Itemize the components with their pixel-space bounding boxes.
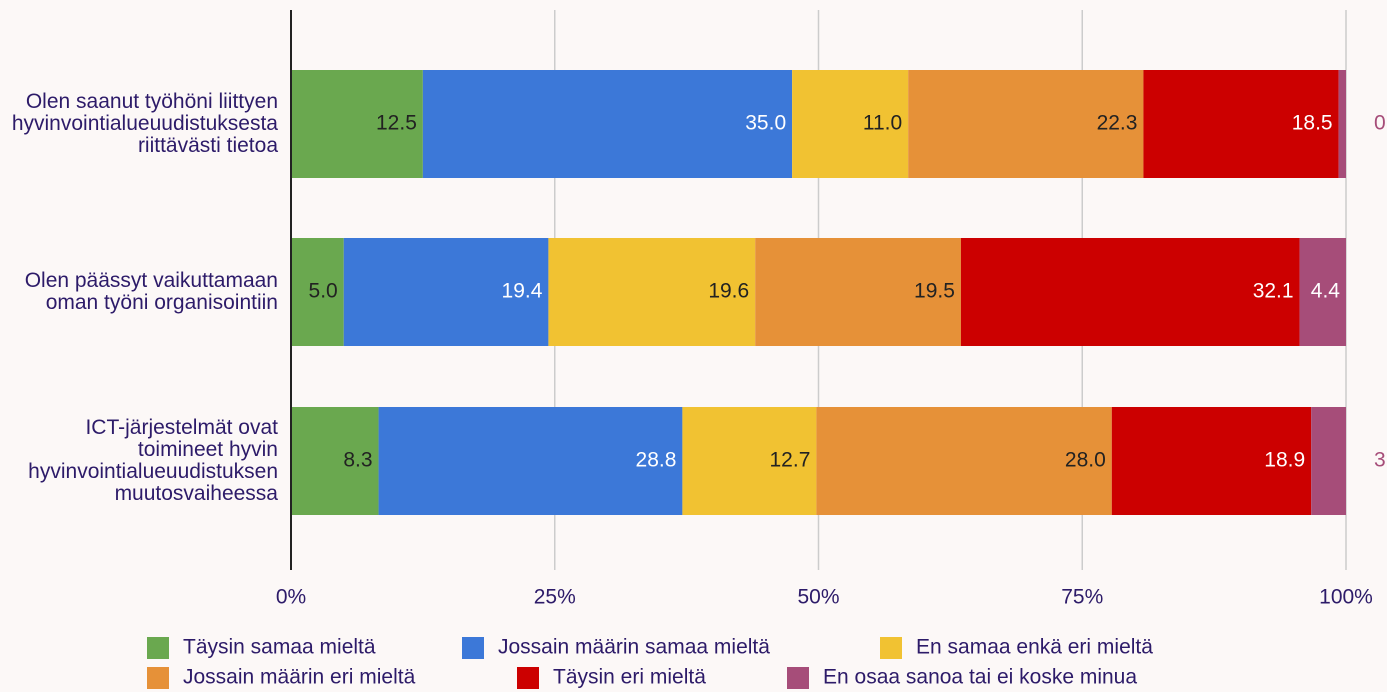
x-tick-label: 75%	[1061, 586, 1103, 609]
data-label: 22.3	[1097, 112, 1138, 135]
bar-segment	[792, 70, 909, 178]
legend-swatch	[787, 667, 809, 689]
x-tick-label: 50%	[797, 586, 839, 609]
bar-segment	[548, 238, 756, 346]
data-label: 19.4	[502, 280, 543, 303]
bar-segment	[682, 407, 817, 515]
category-label: Olen saanut työhöni liittyen hyvinvointi…	[11, 90, 278, 157]
bar-segment	[291, 70, 423, 178]
data-label: 8.3	[343, 449, 372, 472]
bar-segment	[1338, 70, 1346, 178]
bar-segment	[1111, 407, 1312, 515]
data-label: 3.3	[1374, 449, 1387, 472]
data-label: 12.5	[376, 112, 417, 135]
legend-label: Jossain määrin samaa mieltä	[498, 636, 770, 659]
bar-segment	[422, 70, 793, 178]
data-label: 11.0	[863, 112, 902, 135]
legend-swatch	[517, 667, 539, 689]
bar-segment	[960, 238, 1300, 346]
x-tick-label: 100%	[1319, 586, 1373, 609]
bar-segment	[908, 70, 1144, 178]
data-label: 19.5	[914, 280, 955, 303]
legend-swatch	[147, 637, 169, 659]
bar-segment	[291, 238, 344, 346]
bar-segment	[343, 238, 549, 346]
legend-swatch	[147, 667, 169, 689]
data-label: 28.8	[636, 449, 677, 472]
category-label: Olen päässyt vaikuttamaan oman työni org…	[24, 269, 278, 314]
data-label: 4.4	[1311, 280, 1341, 303]
data-label: 0.7	[1374, 112, 1387, 135]
legend-swatch	[462, 637, 484, 659]
bar-segment	[1143, 70, 1339, 178]
legend-label: Täysin eri mieltä	[553, 666, 706, 689]
legend-label: En osaa sanoa tai ei koske minua	[823, 666, 1137, 689]
data-label: 18.9	[1264, 449, 1305, 472]
data-label: 32.1	[1253, 280, 1294, 303]
legend-label: Jossain määrin eri mieltä	[183, 666, 416, 689]
data-label: 19.6	[708, 280, 749, 303]
legend-label: En samaa enkä eri mieltä	[916, 636, 1153, 659]
data-label: 18.5	[1292, 112, 1333, 135]
bar-segment	[378, 407, 683, 515]
bar-segment	[1311, 407, 1346, 515]
data-label: 35.0	[745, 112, 786, 135]
bar-segment	[1299, 238, 1346, 346]
legend-label: Täysin samaa mieltä	[183, 636, 376, 659]
data-label: 28.0	[1065, 449, 1106, 472]
x-tick-label: 0%	[276, 586, 306, 609]
bar-segment	[755, 238, 961, 346]
legend-swatch	[880, 637, 902, 659]
data-label: 12.7	[770, 449, 811, 472]
x-tick-label: 25%	[534, 586, 576, 609]
bar-segment	[816, 407, 1112, 515]
data-label: 5.0	[309, 280, 338, 303]
category-label: ICT-järjestelmät ovat toimineet hyvin hy…	[28, 416, 278, 505]
bar-segment	[291, 407, 379, 515]
